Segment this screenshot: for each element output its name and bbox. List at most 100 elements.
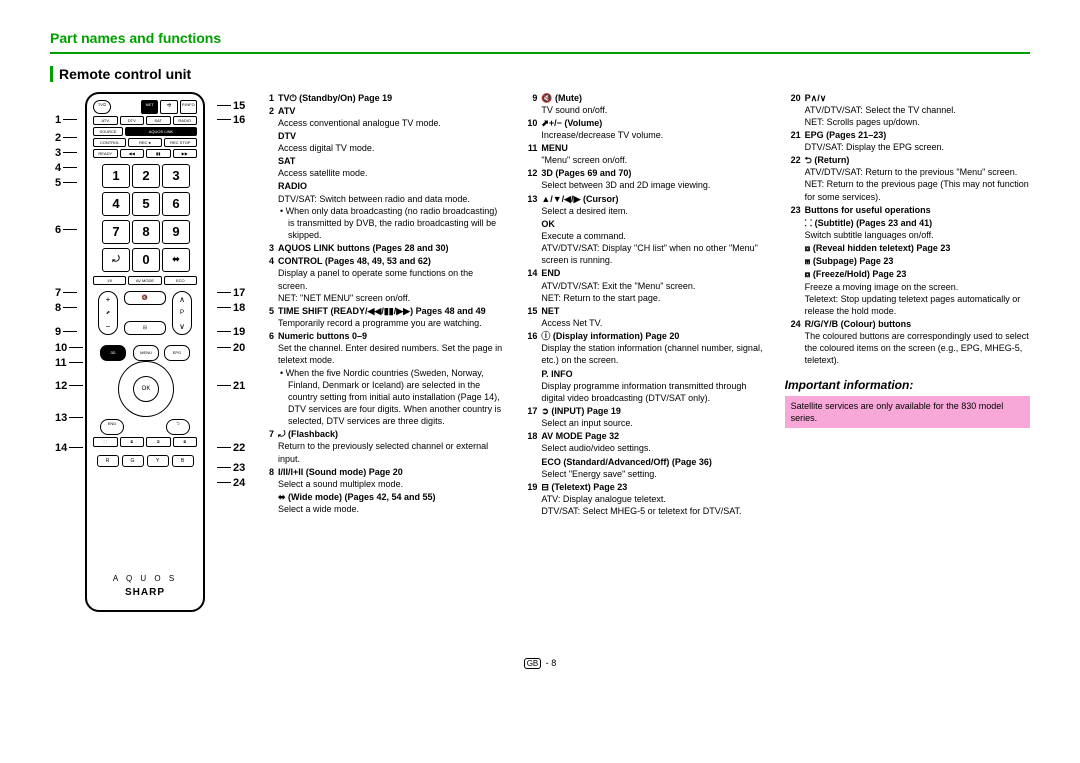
item-title: P. INFO	[541, 368, 766, 380]
item-number	[521, 368, 541, 404]
item-line: Set the channel. Enter desired numbers. …	[278, 342, 503, 366]
item-title: END	[541, 267, 766, 279]
item-title: TV⏻ (Standby/On) Page 19	[278, 92, 503, 104]
red-button: R	[97, 455, 119, 467]
item-body: ⬈+/− (Volume)Increase/decrease TV volume…	[541, 117, 766, 141]
subpage-button: ⧆	[146, 437, 171, 447]
callout-2: 2	[55, 132, 79, 144]
item-title: RADIO	[278, 180, 503, 192]
item-title: ⧈ (Reveal hidden teletext) Page 23	[805, 242, 1030, 254]
desc-item: 16ⓘ (Display information) Page 20Display…	[521, 330, 766, 366]
radio-button: RADIO	[173, 116, 198, 125]
item-title: EPG (Pages 21–23)	[805, 129, 1030, 141]
desc-item: 1TV⏻ (Standby/On) Page 19	[258, 92, 503, 104]
item-title: Buttons for useful operations	[805, 204, 1030, 216]
item-body: ⓘ (Display information) Page 20Display t…	[541, 330, 766, 366]
important-info-box: Important information:Satellite services…	[785, 377, 1030, 428]
desc-item: ⧆ (Subpage) Page 23	[785, 255, 1030, 267]
desc-item: 23Buttons for useful operations	[785, 204, 1030, 216]
item-number: 7	[258, 428, 278, 464]
desc-col-3: 20P∧/∨ATV/DTV/SAT: Select the TV channel…	[785, 92, 1030, 632]
item-body: I/II/I+II (Sound mode) Page 20Select a s…	[278, 466, 503, 490]
callout-9: 9	[55, 326, 79, 338]
item-bullet: • When only data broadcasting (no radio …	[278, 205, 503, 241]
item-title: ▲/▼/◀/▶ (Cursor)	[541, 193, 766, 205]
item-number	[258, 130, 278, 154]
callout-8: 8	[55, 302, 79, 314]
item-number: 15	[521, 305, 541, 329]
key-9: 9	[162, 220, 190, 244]
item-number: 8	[258, 466, 278, 490]
callout-5: 5	[55, 177, 79, 189]
item-line: Select an input source.	[541, 417, 766, 429]
item-line: Teletext: Stop updating teletext pages a…	[805, 293, 1030, 317]
item-number: 22	[785, 154, 805, 203]
item-title: R/G/Y/B (Colour) buttons	[805, 318, 1030, 330]
section-subtitle: Remote control unit	[50, 66, 1030, 82]
remote-wrapper: 1234567891011121314 15161718192021222324…	[65, 92, 225, 632]
item-line: ATV/DTV/SAT: Return to the previous "Men…	[805, 166, 1030, 178]
callout-12: 12	[55, 380, 85, 392]
manual-page: Part names and functions Remote control …	[0, 0, 1080, 689]
item-body: ⮌ (Return)ATV/DTV/SAT: Return to the pre…	[805, 154, 1030, 203]
item-body: ⤾ (Flashback)Return to the previously se…	[278, 428, 503, 464]
desc-item: 7⤾ (Flashback)Return to the previously s…	[258, 428, 503, 464]
item-number	[521, 218, 541, 267]
item-title: I/II/I+II (Sound mode) Page 20	[278, 466, 503, 478]
item-title: AQUOS LINK buttons (Pages 28 and 30)	[278, 242, 503, 254]
ok-button: OK	[133, 376, 159, 402]
desc-item: 14ENDATV/DTV/SAT: Exit the "Menu" screen…	[521, 267, 766, 303]
item-line: Display programme information transmitte…	[541, 380, 766, 404]
desc-item: 11MENU"Menu" screen on/off.	[521, 142, 766, 166]
sat-button: SAT	[146, 116, 171, 125]
remote-body: TV⏻ NET ⬲ P.INFO ATV DTV SAT RADIO	[85, 92, 205, 612]
item-body: ⊟ (Teletext) Page 23ATV: Display analogu…	[541, 481, 766, 517]
item-body: P. INFODisplay programme information tra…	[541, 368, 766, 404]
item-number: 2	[258, 105, 278, 129]
item-number: 3	[258, 242, 278, 254]
callout-6: 6	[55, 224, 79, 236]
item-title: 🔇 (Mute)	[541, 92, 766, 104]
callout-22: 22	[215, 442, 245, 454]
item-line: ATV/DTV/SAT: Display "CH list" when no o…	[541, 242, 766, 266]
desc-item: ECO (Standard/Advanced/Off) (Page 36)Sel…	[521, 456, 766, 480]
item-number: 18	[521, 430, 541, 454]
item-number	[521, 456, 541, 480]
item-body: 3D (Pages 69 and 70)Select between 3D an…	[541, 167, 766, 191]
item-body: ⸬ (Subtitle) (Pages 23 and 41)Switch sub…	[805, 217, 1030, 241]
source-label: SOURCE	[93, 127, 123, 136]
item-line: ATV: Display analogue teletext.	[541, 493, 766, 505]
key-2: 2	[132, 164, 160, 188]
sound-mode-button: I/II	[93, 276, 126, 285]
wide-key: ⬌	[162, 248, 190, 272]
item-body: TIME SHIFT (READY/◀◀/▮▮/▶▶) Pages 48 and…	[278, 305, 503, 329]
callout-18: 18	[215, 302, 245, 314]
return-button: ⮌	[166, 419, 190, 435]
notice-body: Satellite services are only available fo…	[785, 396, 1030, 428]
desc-item: 17➲ (INPUT) Page 19Select an input sourc…	[521, 405, 766, 429]
item-line: NET: Scrolls pages up/down.	[805, 116, 1030, 128]
item-line: DTV/SAT: Switch between radio and data m…	[278, 193, 503, 205]
key-8: 8	[132, 220, 160, 244]
desc-item: 9🔇 (Mute)TV sound on/off.	[521, 92, 766, 116]
subtitle-button: ⸬	[93, 437, 118, 447]
callout-3: 3	[55, 147, 79, 159]
item-number: 20	[785, 92, 805, 128]
callout-17: 17	[215, 287, 245, 299]
item-line: DTV/SAT: Display the EPG screen.	[805, 141, 1030, 153]
item-number	[258, 491, 278, 515]
ready-button: READY	[93, 149, 118, 158]
item-body: ⧈ (Reveal hidden teletext) Page 23	[805, 242, 1030, 254]
callout-4: 4	[55, 162, 79, 174]
item-number	[785, 217, 805, 241]
item-body: AV MODE Page 32Select audio/video settin…	[541, 430, 766, 454]
item-number	[258, 155, 278, 179]
rec-button: REC ●	[128, 138, 161, 147]
content-layout: 1234567891011121314 15161718192021222324…	[50, 92, 1030, 632]
aquoslink-button: AQUOS LINK	[125, 127, 197, 136]
item-line: The coloured buttons are correspondingly…	[805, 330, 1030, 366]
sharp-logo: SHARP	[125, 587, 165, 598]
footer-lang-badge: GB	[524, 658, 542, 669]
teletext-button: ⊟	[124, 321, 166, 335]
item-body: Buttons for useful operations	[805, 204, 1030, 216]
